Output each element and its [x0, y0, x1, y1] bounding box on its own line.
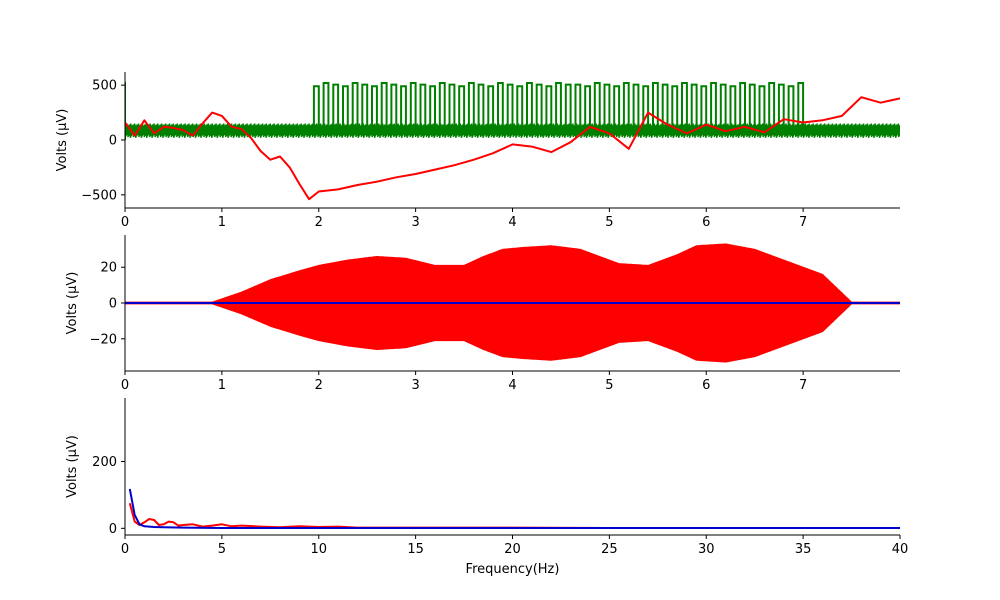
x-tick-label: 2	[315, 378, 323, 393]
x-tick-label: 1	[218, 215, 226, 230]
x-axis-label: Frequency(Hz)	[466, 562, 560, 577]
x-tick-label: 15	[407, 542, 424, 557]
y-axis-label: Volts (μV)	[65, 435, 80, 498]
plot-area	[125, 81, 900, 201]
x-tick-label: 6	[702, 215, 710, 230]
oscillation-panel: 0 1 2 3 4 5 6 7 −20 0 20 Volts (μV)	[65, 235, 900, 393]
x-tick-label: 5	[605, 215, 613, 230]
x-tick-label: 20	[504, 542, 521, 557]
x-tick-label: 7	[799, 215, 807, 230]
x-tick-label: 25	[601, 542, 618, 557]
x-tick-label: 3	[411, 215, 419, 230]
y-tick-label: −500	[81, 188, 117, 203]
blue-series-line	[128, 488, 900, 529]
x-tick-label: 4	[508, 378, 516, 393]
x-tick-label: 1	[218, 378, 226, 393]
x-tick-label: 30	[698, 542, 715, 557]
y-tick-label: 500	[92, 79, 117, 94]
y-tick-label: 0	[109, 134, 117, 149]
y-tick-label: 0	[109, 297, 117, 312]
green-pulse-train	[312, 82, 805, 127]
spectrum-panel: 0 5 10 15 20 25 30 35 40 0 200 Volts (μV) Frequency(…	[65, 398, 908, 577]
voltage-panel: 0 1 2 3 4 5 6 7 −500 0 500 Volts (μV)	[55, 72, 900, 230]
x-tick-label: 4	[508, 215, 516, 230]
plot-area	[125, 243, 900, 363]
red-series-line	[125, 96, 900, 201]
x-tick-label: 5	[605, 378, 613, 393]
green-band-line	[125, 123, 900, 138]
y-tick-label: −20	[90, 332, 117, 347]
x-tick-label: 7	[799, 378, 807, 393]
x-tick-label: 0	[121, 378, 129, 393]
x-tick-label: 6	[702, 378, 710, 393]
y-axis-label: Volts (μV)	[65, 272, 80, 335]
green-signal-series	[125, 81, 900, 140]
x-tick-label: 40	[892, 542, 909, 557]
x-tick-label: 2	[315, 215, 323, 230]
x-tick-label: 3	[411, 378, 419, 393]
y-axis-label: Volts (μV)	[55, 109, 70, 172]
x-tick-label: 0	[121, 215, 129, 230]
y-tick-label: 0	[109, 522, 117, 537]
y-tick-label: 200	[92, 455, 117, 470]
y-tick-label: 20	[100, 261, 117, 276]
x-tick-label: 0	[121, 542, 129, 557]
x-tick-label: 5	[218, 542, 226, 557]
x-tick-label: 35	[795, 542, 812, 557]
plot-area	[128, 488, 900, 529]
x-tick-label: 10	[310, 542, 327, 557]
